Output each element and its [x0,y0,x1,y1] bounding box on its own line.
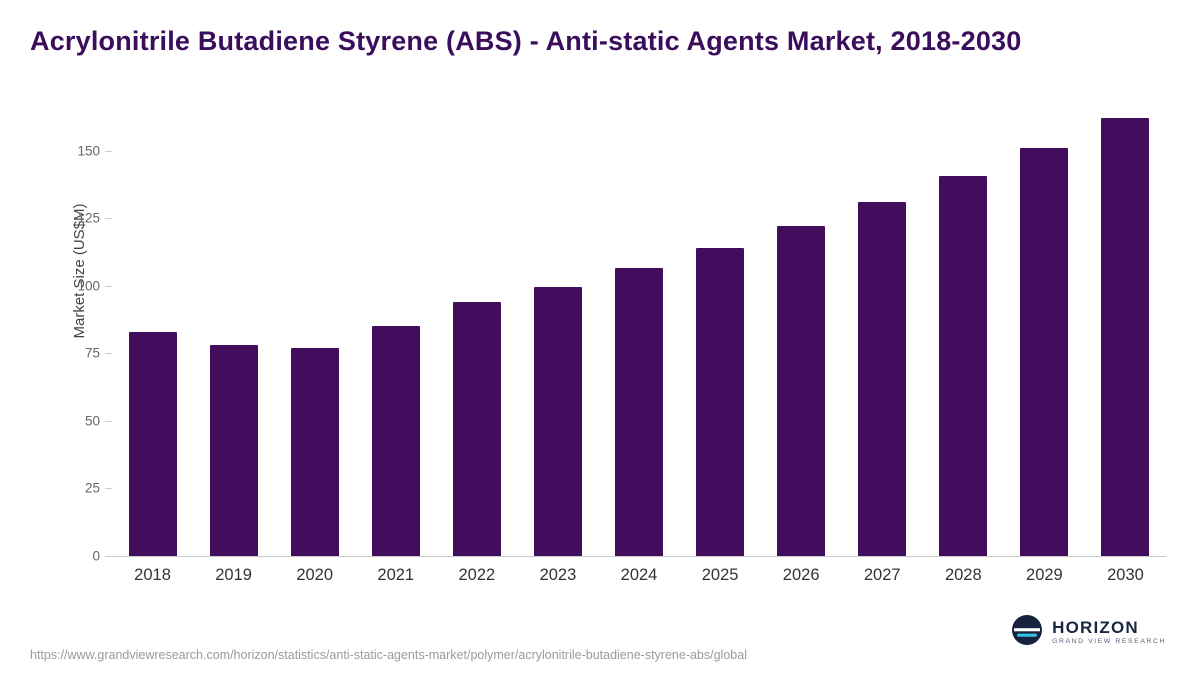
bar-2023 [533,287,582,556]
y-tick-label: 75 [84,345,100,361]
chart-title: Acrylonitrile Butadiene Styrene (ABS) - … [30,26,1022,56]
x-label-2029: 2029 [1026,566,1063,584]
bar-2027 [858,201,907,556]
bar-2030 [1101,118,1150,556]
x-label-2022: 2022 [458,566,496,584]
x-axis-labels: 2018 2019 2020 2021 2022 2023 2024 2025 2026 2027… [112,566,1166,585]
y-tick-mark [105,285,112,287]
y-tick-mark [105,420,112,422]
x-label-2028: 2028 [944,566,982,584]
x-label-2027: 2027 [863,566,901,584]
y-tick-mark [105,556,112,557]
logo-title: HORIZON [1052,618,1139,638]
bar-2028 [939,176,988,556]
y-tick-label: 50 [84,413,100,429]
y-tick-mark [105,218,112,220]
bar-slot-2020 [274,110,355,556]
bar-slot-2027 [842,110,923,556]
bar-slot-2019 [193,110,274,556]
bar-2026 [777,226,826,556]
bar-slot-2021 [355,110,436,556]
y-tick-mark [105,150,112,152]
bar-slot-2029 [1004,110,1085,556]
y-tick-label: 25 [84,480,100,496]
y-tick-mark [105,488,112,490]
x-label-2024: 2024 [620,566,658,584]
y-tick-label: 0 [92,548,100,564]
x-label-2020: 2020 [296,566,334,584]
bar-slot-2028 [923,110,1004,556]
bar-2021 [371,326,420,556]
bar-2019 [209,345,258,556]
bar-2020 [290,347,339,556]
x-label-2023: 2023 [539,566,577,584]
bar-2018 [128,331,177,556]
x-label-2026: 2026 [782,566,820,584]
bar-slot-2030 [1085,110,1166,556]
bar-slot-2023 [517,110,598,556]
y-tick-label: 125 [77,210,100,226]
bar-slot-2022 [436,110,517,556]
x-label-2025: 2025 [701,566,739,584]
bar-slot-2018 [112,110,193,556]
y-tick-mark [105,353,112,355]
x-label-2030: 2030 [1107,566,1144,584]
bar-slot-2024 [598,110,679,556]
y-tick-label: 100 [77,278,100,294]
bar-slot-2026 [761,110,842,556]
source-url-text: https://www.grandviewresearch.com/horizo… [30,647,747,662]
bar-slot-2025 [680,110,761,556]
chart-area: 0 25 50 75 100 125 150 [77,110,1166,564]
x-label-2018: 2018 [134,566,171,584]
x-label-2019: 2019 [215,566,252,584]
y-tick-label: 150 [77,143,100,159]
horizon-globe-icon [1011,614,1043,651]
bar-2022 [452,301,501,556]
bar-2029 [1020,147,1069,556]
bar-2024 [615,268,663,556]
logo-subtitle: GRAND VIEW RESEARCH [1052,638,1166,646]
bar-2025 [696,247,745,556]
plot-area [112,110,1166,556]
logo-text: HORIZON GRAND VIEW RESEARCH [1052,619,1166,646]
x-label-2021: 2021 [377,566,415,584]
horizon-logo: HORIZON GRAND VIEW RESEARCH [1011,614,1166,651]
